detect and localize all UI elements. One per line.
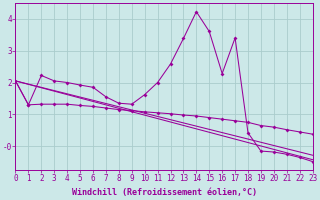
- X-axis label: Windchill (Refroidissement éolien,°C): Windchill (Refroidissement éolien,°C): [72, 188, 257, 197]
